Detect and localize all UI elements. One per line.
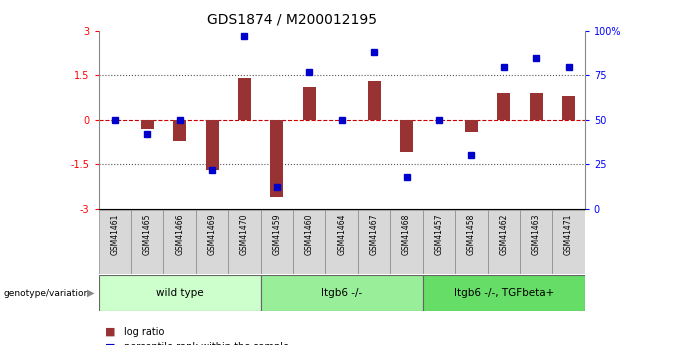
Bar — [400, 120, 413, 152]
Bar — [205, 120, 218, 170]
Bar — [99, 210, 131, 274]
Bar — [326, 210, 358, 274]
Bar — [562, 96, 575, 120]
Bar — [238, 78, 251, 120]
Text: percentile rank within the sample: percentile rank within the sample — [124, 343, 290, 345]
Bar — [520, 210, 552, 274]
Bar — [552, 210, 585, 274]
Text: GSM41463: GSM41463 — [532, 214, 541, 255]
Bar — [465, 120, 478, 132]
Bar — [455, 210, 488, 274]
Bar — [99, 275, 260, 311]
Bar — [303, 87, 316, 120]
Bar — [271, 120, 284, 197]
Bar — [131, 210, 163, 274]
Bar — [423, 210, 455, 274]
Text: Itgb6 -/-, TGFbeta+: Itgb6 -/-, TGFbeta+ — [454, 288, 554, 298]
Text: GSM41470: GSM41470 — [240, 214, 249, 255]
Text: GSM41461: GSM41461 — [110, 214, 119, 255]
Text: Itgb6 -/-: Itgb6 -/- — [321, 288, 362, 298]
Bar — [293, 210, 326, 274]
Text: GSM41465: GSM41465 — [143, 214, 152, 255]
Text: ■: ■ — [105, 327, 116, 337]
Bar — [163, 210, 196, 274]
Bar — [530, 93, 543, 120]
Text: GSM41458: GSM41458 — [467, 214, 476, 255]
Text: GSM41462: GSM41462 — [499, 214, 508, 255]
Text: GSM41460: GSM41460 — [305, 214, 313, 255]
Text: GSM41464: GSM41464 — [337, 214, 346, 255]
Bar — [260, 275, 423, 311]
Text: GSM41469: GSM41469 — [207, 214, 216, 255]
Text: GSM41466: GSM41466 — [175, 214, 184, 255]
Text: GSM41459: GSM41459 — [273, 214, 282, 255]
Text: ■: ■ — [105, 343, 116, 345]
Text: GDS1874 / M200012195: GDS1874 / M200012195 — [207, 12, 377, 26]
Bar — [228, 210, 260, 274]
Bar — [141, 120, 154, 129]
Text: GSM41468: GSM41468 — [402, 214, 411, 255]
Bar — [173, 120, 186, 141]
Text: log ratio: log ratio — [124, 327, 165, 337]
Bar — [260, 210, 293, 274]
Text: ▶: ▶ — [87, 288, 95, 298]
Bar — [358, 210, 390, 274]
Text: GSM41471: GSM41471 — [564, 214, 573, 255]
Bar — [423, 275, 585, 311]
Text: genotype/variation: genotype/variation — [3, 288, 90, 298]
Bar — [390, 210, 423, 274]
Text: GSM41467: GSM41467 — [370, 214, 379, 255]
Bar — [488, 210, 520, 274]
Text: wild type: wild type — [156, 288, 203, 298]
Bar — [196, 210, 228, 274]
Text: GSM41457: GSM41457 — [435, 214, 443, 255]
Bar — [368, 81, 381, 120]
Bar — [497, 93, 510, 120]
